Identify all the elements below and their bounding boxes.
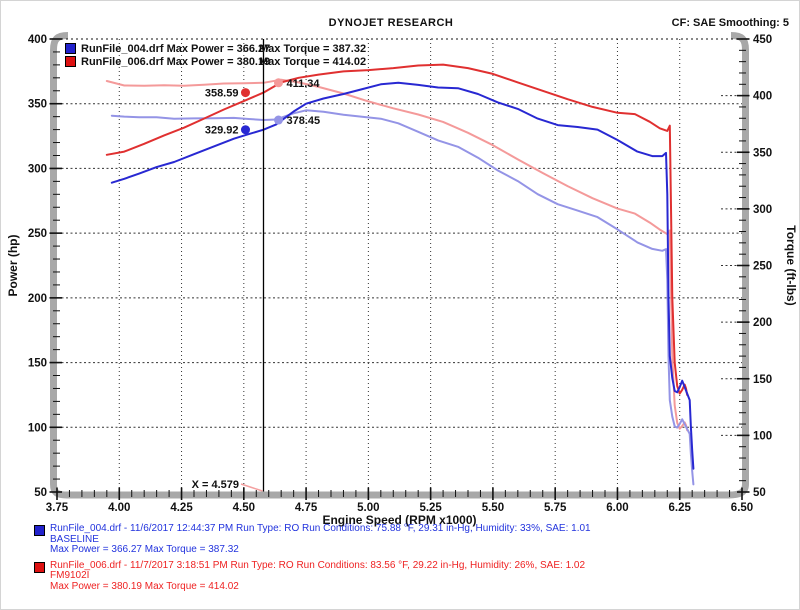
torque-run-006-curve [105, 78, 689, 432]
x-tick-label: 5.75 [544, 502, 567, 514]
legend-max-torque-run-006: Max Torque = 414.02 [259, 55, 367, 68]
cursor-marker-label: 358.59 [205, 88, 239, 100]
cursor-marker-dot [273, 115, 283, 125]
page-title: DYNOJET RESEARCH [328, 17, 454, 29]
torque-axis-title: Torque (ft-lbs) [784, 225, 798, 305]
torque-tick-label: 200 [753, 317, 772, 329]
power-axis-title: Power (hp) [6, 234, 20, 296]
run-006-color-swatch [65, 56, 76, 67]
x-tick-label: 4.25 [170, 502, 193, 514]
x-tick-label: 5.00 [357, 502, 379, 514]
power-tick-label: 150 [28, 358, 47, 370]
torque-tick-label: 400 [753, 91, 772, 103]
run-details-footer: RunFile_004.drf - 11/6/2017 12:44:37 PM … [34, 523, 591, 597]
run-004-color-swatch [65, 43, 76, 54]
power-run-004-curve [110, 81, 695, 470]
run-006-maxima: Max Power = 380.19 Max Torque = 414.02 [50, 580, 239, 592]
cursor-marker-label: 411.34 [286, 78, 320, 90]
power-tick-label: 350 [28, 99, 47, 111]
x-axis-title: Engine Speed (RPM x1000) [322, 513, 476, 527]
power-tick-label: 200 [28, 293, 47, 305]
cursor-x-leader [240, 483, 263, 492]
x-tick-label: 6.00 [606, 502, 628, 514]
x-tick-label: 5.25 [419, 502, 442, 514]
run-004-footer-swatch [34, 525, 45, 536]
cursor-marker-dot [240, 125, 250, 135]
x-tick-label: 4.00 [108, 502, 130, 514]
legend-max-power-run-006: RunFile_006.drf Max Power = 380.19 [81, 55, 271, 68]
power-tick-label: 300 [28, 163, 47, 175]
plot-legend: RunFile_004.drf Max Power = 366.27 Max T… [65, 42, 366, 68]
torque-run-004-curve [110, 109, 695, 486]
cursor-marker-dot [240, 88, 250, 98]
power-tick-label: 50 [34, 487, 47, 499]
power-tick-label: 400 [28, 34, 47, 46]
legend-row-run-004: RunFile_004.drf Max Power = 366.27 Max T… [65, 42, 366, 55]
run-004-note: BASELINE [50, 533, 99, 545]
run-006-conditions: RunFile_006.drf - 11/7/2017 3:18:51 PM R… [50, 559, 586, 571]
plot-frame [50, 32, 749, 499]
cursor-marker-label: 329.92 [205, 125, 239, 137]
run-004-conditions: RunFile_004.drf - 11/6/2017 12:44:37 PM … [50, 523, 591, 534]
cursor-x-label: X = 4.579 [192, 479, 239, 491]
torque-tick-label: 50 [753, 487, 766, 499]
torque-tick-label: 350 [753, 147, 772, 159]
run-006-footer-swatch [34, 561, 45, 573]
x-tick-label: 4.75 [295, 502, 318, 514]
run-006-note: FM9102I [50, 570, 90, 581]
legend-max-power-run-004: RunFile_004.drf Max Power = 366.27 [81, 42, 271, 55]
cursor-marker-label: 378.45 [286, 115, 320, 127]
x-tick-label: 3.75 [46, 502, 69, 514]
torque-tick-label: 100 [753, 430, 772, 442]
correction-smoothing-label: CF: SAE Smoothing: 5 [671, 17, 789, 29]
run-004-maxima: Max Power = 366.27 Max Torque = 387.32 [50, 544, 239, 555]
torque-tick-label: 300 [753, 204, 772, 216]
torque-tick-label: 150 [753, 374, 772, 386]
x-tick-label: 6.50 [731, 502, 753, 514]
torque-tick-label: 450 [753, 34, 772, 46]
torque-tick-label: 250 [753, 261, 772, 273]
run-004-details: RunFile_004.drf - 11/6/2017 12:44:37 PM … [34, 523, 591, 556]
power-tick-label: 100 [28, 422, 47, 434]
legend-row-run-006: RunFile_006.drf Max Power = 380.19 Max T… [65, 55, 366, 68]
x-tick-label: 6.25 [669, 502, 692, 514]
x-tick-label: 5.50 [482, 502, 504, 514]
legend-max-torque-run-004: Max Torque = 387.32 [259, 42, 367, 55]
power-tick-label: 250 [28, 228, 47, 240]
x-tick-label: 4.50 [233, 502, 255, 514]
power-run-006-curve [105, 63, 689, 396]
run-006-details: RunFile_006.drf - 11/7/2017 3:18:51 PM R… [34, 559, 591, 593]
cursor-marker-dot [273, 78, 283, 88]
